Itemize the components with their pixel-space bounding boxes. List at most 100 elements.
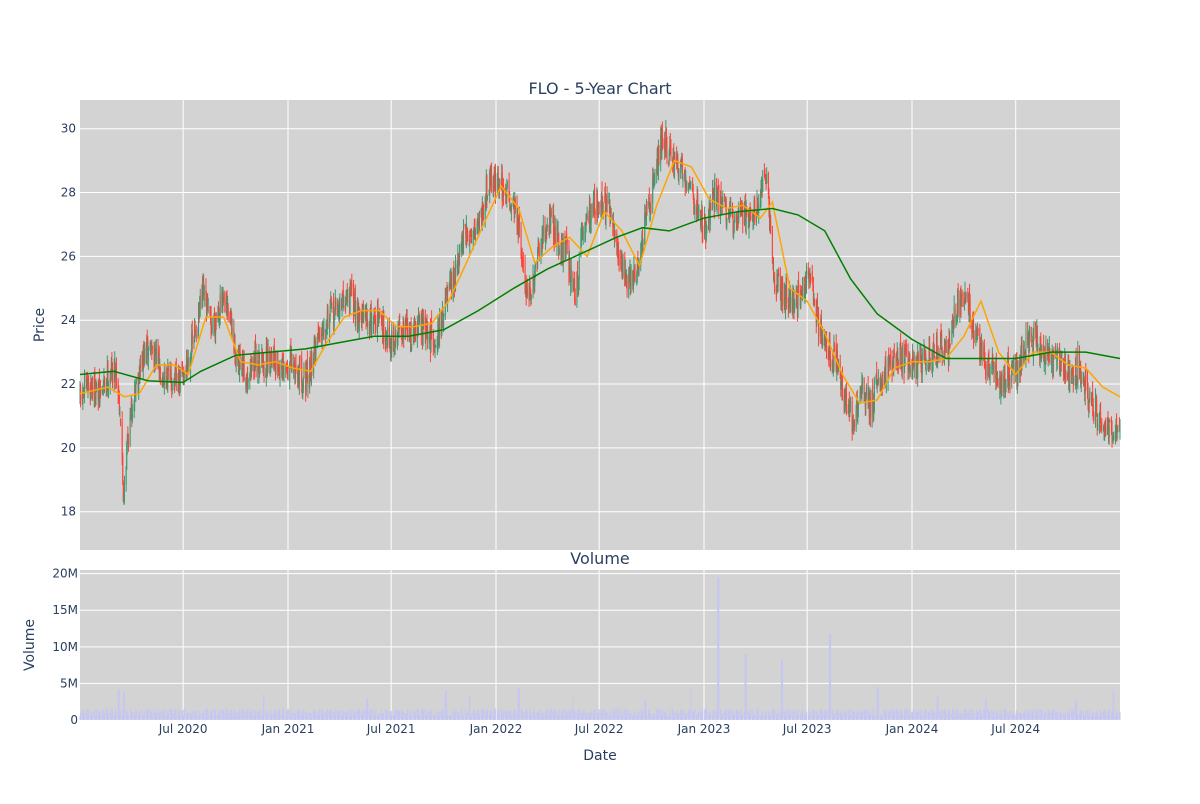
- candle-body: [423, 317, 425, 327]
- volume-bar: [738, 711, 740, 720]
- volume-bar: [873, 711, 875, 720]
- volume-bar: [109, 714, 111, 720]
- volume-bar: [644, 699, 646, 720]
- volume-bar: [569, 713, 571, 720]
- volume-bar: [237, 712, 239, 720]
- candle-body: [805, 284, 807, 286]
- candle-body: [645, 206, 647, 226]
- volume-bar: [277, 709, 279, 720]
- candle-body: [100, 389, 102, 391]
- volume-bar: [198, 710, 200, 720]
- candle-body: [831, 360, 833, 368]
- volume-bar: [1060, 714, 1062, 720]
- candle-body: [582, 231, 584, 239]
- candle-body: [113, 369, 115, 383]
- volume-bar: [642, 711, 644, 720]
- volume-bar: [586, 713, 588, 720]
- price-y-tick-label: 18: [61, 505, 76, 519]
- candle-body: [183, 371, 185, 379]
- volume-bar: [1012, 714, 1014, 720]
- candle-body: [644, 212, 646, 217]
- volume-bar: [999, 712, 1001, 720]
- volume-bar: [133, 713, 135, 720]
- candle-body: [577, 284, 579, 287]
- candle-body: [702, 235, 704, 236]
- candle-body: [377, 305, 379, 324]
- candle-body: [1064, 356, 1066, 376]
- volume-bar: [322, 714, 324, 720]
- candle-body: [1083, 374, 1085, 382]
- volume-bar: [423, 710, 425, 720]
- volume-bar: [765, 712, 767, 720]
- candle-body: [915, 365, 917, 374]
- candle-body: [412, 333, 414, 343]
- volume-bar: [682, 708, 684, 720]
- candle-body: [1024, 351, 1026, 353]
- volume-bar: [189, 713, 191, 720]
- candle-body: [893, 351, 895, 366]
- candle-body: [717, 186, 719, 188]
- candle-body: [111, 362, 113, 367]
- candle-body: [529, 286, 531, 299]
- candle-body: [367, 324, 369, 326]
- candle-body: [99, 391, 101, 403]
- candle-body: [362, 304, 364, 315]
- volume-bar: [428, 712, 430, 720]
- volume-bar: [881, 714, 883, 720]
- candle-body: [341, 297, 343, 310]
- candle-body: [824, 334, 826, 341]
- volume-bar: [717, 577, 719, 720]
- candle-body: [525, 285, 527, 287]
- volume-bar: [291, 713, 293, 720]
- volume-bar: [644, 699, 646, 720]
- candle-body: [315, 342, 317, 356]
- candle-body: [438, 336, 440, 348]
- volume-bar: [222, 710, 224, 720]
- volume-bar: [984, 712, 986, 720]
- candle-body: [700, 218, 702, 231]
- candle-body: [941, 347, 943, 360]
- candle-body: [211, 328, 213, 330]
- candle-body: [512, 205, 514, 207]
- candle-body: [343, 305, 345, 310]
- volume-bar: [131, 712, 133, 720]
- volume-bar: [1096, 713, 1098, 720]
- candle-body: [277, 367, 279, 369]
- volume-bar: [263, 694, 265, 720]
- volume-bar: [562, 711, 564, 720]
- volume-bar: [598, 709, 600, 720]
- candle-body: [398, 325, 400, 333]
- volume-bar: [243, 709, 245, 720]
- candle-body: [833, 346, 835, 349]
- candle-body: [269, 350, 271, 365]
- volume-bar: [362, 709, 364, 720]
- candle-body: [1076, 376, 1078, 378]
- volume-bar: [285, 709, 287, 720]
- volume-bar: [746, 711, 748, 720]
- candle-body: [1095, 401, 1097, 403]
- candle-body: [80, 386, 82, 397]
- volume-bar: [987, 708, 989, 720]
- volume-bar: [1095, 710, 1097, 720]
- volume-bar: [617, 715, 619, 720]
- volume-bar: [1088, 714, 1090, 720]
- candle-body: [570, 268, 572, 283]
- candle-body: [610, 212, 612, 221]
- volume-bar: [255, 712, 257, 720]
- volume-bar: [652, 714, 654, 720]
- volume-bar: [812, 708, 814, 720]
- volume-bar: [421, 709, 423, 720]
- volume-bar: [1049, 713, 1051, 720]
- volume-bar: [366, 698, 368, 720]
- candle-body: [848, 398, 850, 412]
- candle-body: [85, 375, 87, 381]
- volume-bar: [657, 711, 659, 720]
- x-tick-label: Jul 2021: [366, 722, 416, 736]
- volume-bar: [241, 708, 243, 720]
- candle-body: [306, 365, 308, 370]
- candle-body: [822, 335, 824, 349]
- candle-body: [769, 219, 771, 226]
- volume-bar: [239, 709, 241, 720]
- volume-bar: [880, 714, 882, 720]
- volume-bar: [697, 714, 699, 720]
